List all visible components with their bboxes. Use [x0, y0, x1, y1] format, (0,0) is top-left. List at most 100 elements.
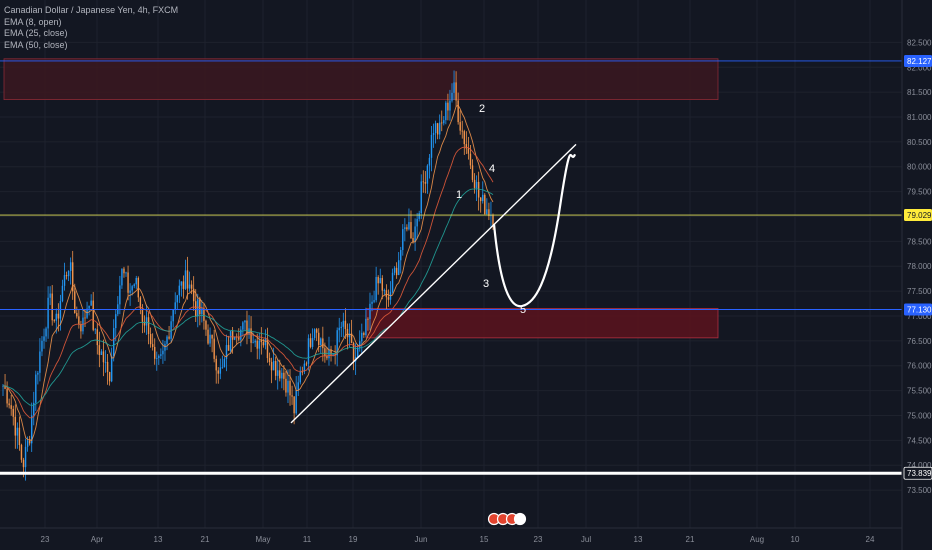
demand-zone[interactable] [365, 308, 719, 339]
candle-body [172, 309, 174, 322]
candle-body [112, 328, 115, 357]
time-tick-label: 19 [349, 535, 358, 544]
candle-body [67, 270, 70, 277]
candle-body [219, 367, 222, 374]
candle-body [365, 318, 367, 335]
price-tick-label: 81.500 [907, 88, 932, 97]
candle-body [268, 358, 271, 363]
candle-body [281, 372, 283, 379]
candle-body [238, 336, 240, 340]
time-tick-label: 23 [534, 535, 543, 544]
candle-body [260, 340, 263, 343]
candle-body [482, 194, 484, 202]
candle-body [471, 165, 474, 180]
candle-body [14, 416, 17, 436]
candle-body [328, 349, 330, 359]
projected-path[interactable] [492, 153, 577, 308]
candle-body [438, 122, 441, 135]
candle-body [125, 272, 127, 274]
candle-body [369, 303, 371, 319]
candle-body [240, 329, 242, 340]
candle-body [250, 328, 252, 343]
candle-body [205, 320, 207, 330]
candle-body [303, 363, 306, 372]
candle-body [201, 308, 203, 315]
candle-body [348, 333, 351, 338]
candle-body [402, 229, 404, 251]
supply-zone[interactable] [3, 58, 719, 100]
candle-body [404, 227, 406, 230]
time-tick-label: Jul [581, 535, 591, 544]
candle-body [65, 275, 68, 277]
candle-body [131, 286, 133, 291]
candle-body [192, 288, 195, 302]
candle-body [180, 281, 183, 286]
candle-body [342, 320, 345, 327]
candle-body [153, 346, 156, 359]
legend-ema-8[interactable]: EMA (8, open) [4, 16, 62, 27]
candle-body [441, 122, 443, 124]
candle-body [225, 345, 228, 359]
candle-body [248, 328, 250, 335]
candle-body [147, 317, 150, 334]
candle-body [285, 378, 287, 393]
price-tick-label: 82.500 [907, 38, 932, 47]
candle-body [166, 336, 168, 344]
candle-body [283, 372, 285, 379]
candle-body [141, 308, 144, 322]
event-markers[interactable] [487, 512, 527, 526]
trendline[interactable] [290, 143, 577, 424]
candle-body [28, 440, 31, 444]
economic-event-marker[interactable] [513, 512, 527, 526]
candle-body [102, 351, 105, 363]
candle-body [477, 181, 480, 198]
candle-body [90, 300, 92, 306]
candle-body [227, 345, 230, 351]
candle-body [195, 301, 197, 317]
price-tag-bg [904, 54, 932, 67]
candle-body [406, 227, 408, 230]
drawings[interactable] [290, 143, 577, 424]
time-tick-label: 24 [866, 535, 875, 544]
candle-body [330, 349, 332, 355]
candle-body [129, 290, 131, 293]
candle-body [209, 334, 211, 344]
time-tick-label: 13 [154, 535, 163, 544]
time-tick-label: Aug [750, 535, 764, 544]
legend-ema-25[interactable]: EMA (25, close) [4, 28, 68, 38]
candle-body [203, 308, 205, 321]
candle-body [233, 336, 236, 340]
candle-body [223, 358, 226, 368]
candle-body [305, 363, 308, 365]
candle-body [49, 293, 51, 298]
candle-body [272, 361, 275, 371]
candle-body [197, 299, 199, 317]
candle-body [432, 133, 435, 135]
candle-body [336, 330, 338, 356]
candle-body [119, 285, 121, 305]
candle-body [35, 374, 37, 403]
candle-body [352, 343, 355, 362]
ema-8-line [3, 104, 494, 442]
time-tick-label: 21 [686, 535, 695, 544]
price-tick-label: 80.500 [907, 138, 932, 147]
candle-body [299, 371, 301, 383]
legend-ema-50[interactable]: EMA (50, close) [4, 39, 68, 50]
candle-body [18, 427, 21, 445]
candle-body [213, 338, 215, 359]
candle-body [4, 385, 6, 389]
candle-body [188, 284, 191, 289]
candle-body [74, 291, 76, 314]
candle-body [170, 321, 172, 339]
price-tag-bg [904, 209, 932, 222]
symbol-title[interactable]: Canadian Dollar / Japanese Yen, 4h, FXCM [4, 5, 179, 15]
time-axis[interactable]: 23 Apr 13 21 May 11 19 Jun 15 23 Jul 13 21 Aug 10 24 [0, 527, 902, 544]
candle-body [459, 122, 461, 131]
candle-body [16, 427, 19, 436]
candle-body [37, 372, 39, 375]
price-levels[interactable] [0, 60, 902, 475]
price-tag-bg [903, 466, 932, 480]
ema-25-line [2, 146, 494, 419]
candle-body [426, 165, 429, 184]
